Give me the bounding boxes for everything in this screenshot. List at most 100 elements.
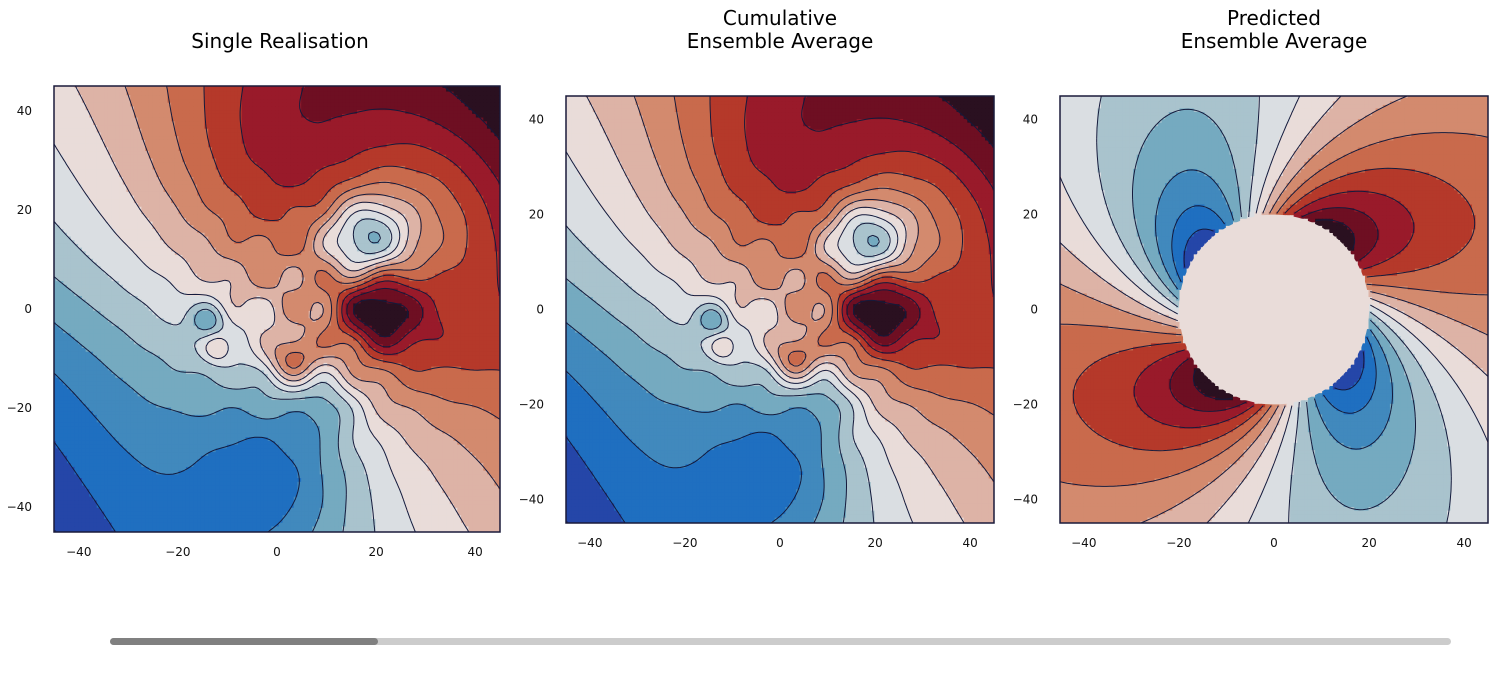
contour-cell xyxy=(282,158,287,163)
contour-cell xyxy=(438,136,443,141)
contour-cell xyxy=(260,99,265,104)
contour-cell xyxy=(141,91,146,96)
contour-cell xyxy=(282,203,287,208)
contour-cell xyxy=(119,147,124,152)
contour-cell xyxy=(353,154,358,160)
contour-cell xyxy=(237,217,243,223)
contour-cell xyxy=(148,143,154,148)
contour-cell xyxy=(59,229,64,234)
contour-cell xyxy=(237,188,243,193)
contour-cell xyxy=(171,184,176,189)
contour-cell xyxy=(256,147,261,152)
contour-cell xyxy=(375,121,380,126)
contour-cell xyxy=(479,169,484,174)
contour-cell xyxy=(386,128,391,134)
contour-cell xyxy=(390,99,395,104)
contour-cell xyxy=(193,206,198,212)
contour-cell xyxy=(70,162,76,167)
contour-cell xyxy=(416,162,421,167)
contour-cell xyxy=(263,147,269,152)
contour-cell xyxy=(271,125,276,130)
contour-cell xyxy=(397,184,403,189)
contour-cell xyxy=(256,217,261,223)
contour-cell xyxy=(386,102,391,108)
contour-cell xyxy=(379,165,384,171)
contour-cell xyxy=(141,221,146,226)
contour-cell xyxy=(434,165,440,171)
contour-cell xyxy=(67,206,72,212)
contour-cell xyxy=(107,162,113,167)
contour-cell xyxy=(96,95,102,100)
contour-cell xyxy=(167,151,172,156)
contour-cell xyxy=(245,91,250,96)
contour-cell xyxy=(405,232,410,238)
contour-cell xyxy=(252,173,258,178)
contour-cell xyxy=(275,177,280,182)
contour-cell xyxy=(390,125,395,130)
contour-cell xyxy=(316,87,321,93)
contour-cell xyxy=(293,188,299,193)
contour-cell xyxy=(408,125,414,130)
contour-cell xyxy=(111,169,116,174)
contour-cell xyxy=(304,191,310,197)
contour-cell xyxy=(260,128,265,134)
contour-cell xyxy=(122,199,128,204)
contour-cell xyxy=(145,180,150,186)
contour-cell xyxy=(260,95,265,100)
contour-cell xyxy=(472,143,477,148)
contour-cell xyxy=(308,191,313,197)
contour-cell xyxy=(141,136,146,141)
contour-cell xyxy=(468,87,473,93)
contour-cell xyxy=(319,180,325,186)
contour-cell xyxy=(345,151,351,156)
contour-cell xyxy=(208,184,213,189)
contour-cell xyxy=(301,229,306,234)
contour-cell xyxy=(185,203,191,208)
contour-cell xyxy=(304,206,310,212)
contour-cell xyxy=(74,110,79,115)
contour-cell xyxy=(290,151,295,156)
contour-cell xyxy=(148,169,154,174)
contour-cell xyxy=(323,154,328,160)
contour-cell xyxy=(85,165,90,171)
contour-cell xyxy=(74,102,79,108)
contour-cell xyxy=(427,177,432,182)
contour-cell xyxy=(189,143,194,148)
contour-cell xyxy=(70,229,76,234)
contour-cell xyxy=(185,136,191,141)
contour-cell xyxy=(241,177,247,182)
contour-cell xyxy=(249,225,254,230)
contour-cell xyxy=(394,210,399,215)
contour-cell xyxy=(334,162,339,167)
contour-cell xyxy=(360,86,365,89)
contour-cell xyxy=(78,99,83,104)
contour-cell xyxy=(100,113,105,119)
contour-cell xyxy=(323,169,328,174)
contour-cell xyxy=(107,229,113,234)
contour-cell xyxy=(486,136,492,141)
contour-cell xyxy=(107,113,113,119)
contour-cell xyxy=(368,151,373,156)
contour-cell xyxy=(375,139,380,145)
contour-cell xyxy=(364,203,369,208)
contour-cell xyxy=(490,117,496,122)
contour-cell xyxy=(475,232,481,238)
contour-cell xyxy=(375,184,380,189)
contour-cell xyxy=(226,99,232,104)
contour-cell xyxy=(431,221,436,226)
contour-cell xyxy=(405,95,410,100)
contour-cell xyxy=(148,86,154,89)
contour-cell xyxy=(412,225,417,230)
contour-cell xyxy=(453,113,458,119)
contour-cell xyxy=(111,110,116,115)
contour-cell xyxy=(490,106,496,111)
contour-cell xyxy=(156,169,161,174)
contour-cell xyxy=(234,106,239,111)
contour-cell xyxy=(304,151,310,156)
contour-cell xyxy=(379,91,384,96)
contour-cell xyxy=(394,184,399,189)
contour-cell xyxy=(193,217,198,223)
contour-cell xyxy=(353,125,358,130)
contour-cell xyxy=(219,184,224,189)
contour-cell xyxy=(356,225,362,230)
